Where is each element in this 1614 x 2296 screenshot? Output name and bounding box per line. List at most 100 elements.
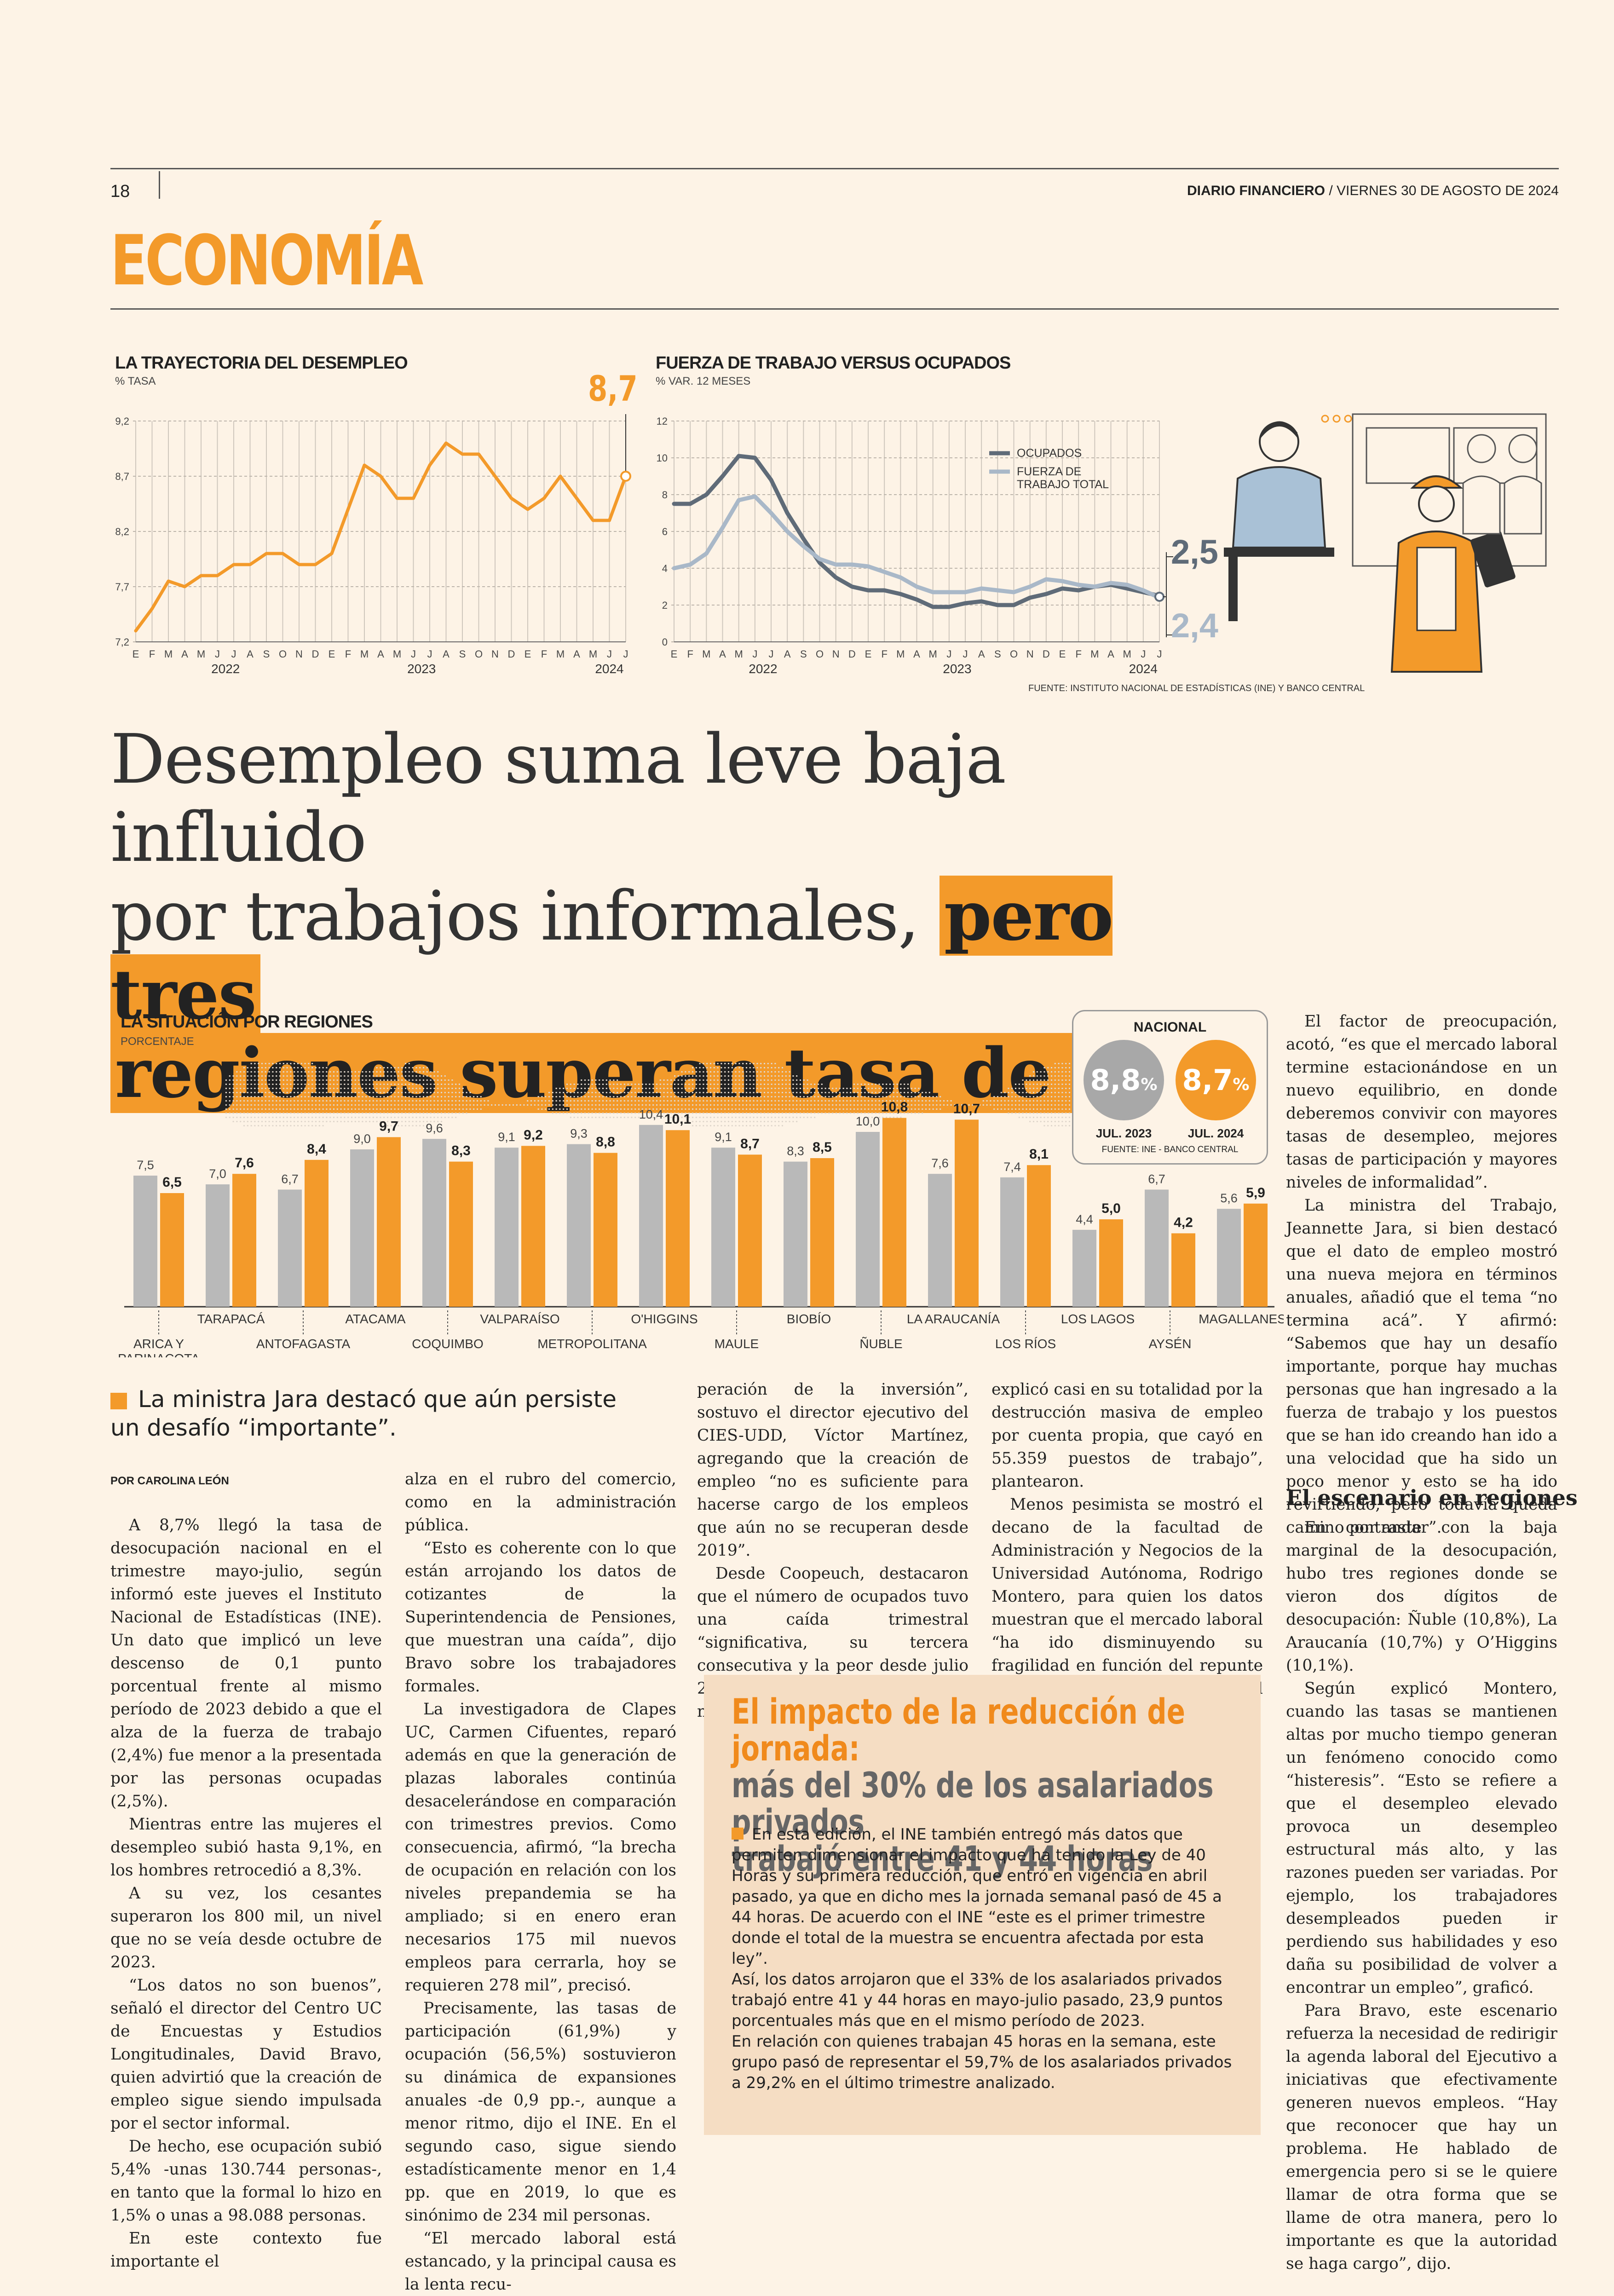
byline: POR CAROLINA LEÓN — [110, 1475, 229, 1487]
x-tick-label: F — [345, 648, 351, 660]
deck-bullet-icon — [110, 1392, 127, 1409]
sidebar-paragraph: En relación con quienes trabajan 45 hora… — [732, 2032, 1232, 2092]
paragraph: En contraste con la baja marginal de la … — [1286, 1518, 1557, 1675]
bar-2023 — [350, 1149, 374, 1307]
x-tick-label: D — [312, 648, 319, 660]
paragraph: Para Bravo, este escenario refuerza la n… — [1286, 2002, 1557, 2273]
x-tick-label: J — [231, 648, 236, 660]
x-tick-label: A — [1107, 648, 1114, 660]
x-tick-label: M — [1123, 648, 1131, 660]
x-tick-label: O — [279, 648, 287, 660]
bar-label-2024: 5,9 — [1246, 1185, 1265, 1200]
x-tick-label: J — [623, 648, 628, 660]
chart1-title: LA TRAYECTORIA DEL DESEMPLEO — [115, 353, 408, 373]
bar-2024 — [232, 1174, 256, 1307]
x-tick-label: N — [491, 648, 499, 660]
bar-label-2024: 10,7 — [953, 1101, 980, 1116]
x-tick-label: E — [329, 648, 335, 660]
regions-subtitle: PORCENTAJE — [121, 1035, 194, 1048]
y-tick-label: 2 — [662, 600, 668, 611]
region-label: MAGALLANES — [1199, 1312, 1284, 1326]
end-bracket — [1163, 552, 1173, 637]
x-tick-label: M — [197, 648, 205, 660]
bar-2023 — [856, 1132, 880, 1307]
sidebar-box-subtitle-1: más del 30% de los asalariados privados — [732, 1765, 1214, 1842]
bar-label-2024: 8,1 — [1029, 1147, 1049, 1162]
year-label: 2023 — [407, 662, 436, 676]
region-label: TARAPACÁ — [197, 1312, 265, 1326]
chart2-source: FUENTE: INSTITUTO NACIONAL DE ESTADÍSTIC… — [1028, 683, 1365, 693]
bar-2023 — [928, 1174, 952, 1307]
paragraph: A 8,7% llegó la tasa de desocupación nac… — [110, 1516, 382, 1811]
regions-title: LA SITUACIÓN POR REGIONES — [121, 1012, 373, 1032]
end-label-ocupados: 2,5 — [1171, 533, 1218, 571]
y-tick-label: 10 — [657, 452, 668, 464]
x-tick-label: S — [263, 648, 270, 660]
bar-label-2024: 4,2 — [1174, 1215, 1193, 1230]
region-label: LOS LAGOS — [1061, 1312, 1135, 1326]
bar-2024 — [810, 1158, 834, 1307]
bar-2023 — [278, 1189, 302, 1307]
sidebar-paragraph: Así, los datos arrojaron que el 33% de l… — [732, 1970, 1223, 2030]
region-label: ANTOFAGASTA — [256, 1337, 351, 1351]
x-tick-label: A — [377, 648, 384, 660]
bar-2024 — [1244, 1203, 1268, 1307]
bar-2023 — [1000, 1177, 1024, 1307]
paragraph: Precisamente, las tasas de participación… — [405, 1999, 676, 2225]
x-tick-label: M — [929, 648, 937, 660]
headline-line-2a: por trabajos informales, — [110, 877, 940, 956]
x-tick-label: O — [1010, 648, 1018, 660]
headline: Desempleo suma leve baja influido por tr… — [110, 720, 1261, 1113]
y-tick-label: 8 — [662, 489, 668, 501]
article-column-3: peración de la inversión”, sostuvo el di… — [697, 1378, 968, 1723]
subhead-regions: El escenario en regiones — [1286, 1485, 1578, 1510]
headline-highlight-2: regiones superan tasa de 10% — [110, 1033, 1235, 1113]
bar-label-2024: 10,8 — [881, 1100, 908, 1115]
series-line — [672, 494, 1162, 600]
region-label: COQUIMBO — [412, 1337, 484, 1351]
x-tick-label: J — [1157, 648, 1162, 660]
x-tick-label: D — [1043, 648, 1050, 660]
sidebar-bullet-icon — [732, 1828, 744, 1840]
sidebar-box-title: El impacto de la reducción de jornada: m… — [732, 1693, 1241, 1877]
x-tick-label: O — [475, 648, 483, 660]
region-label: LOS RÍOS — [995, 1337, 1056, 1351]
chart2-subtitle: % VAR. 12 MESES — [656, 375, 751, 387]
x-tick-label: A — [247, 648, 254, 660]
bar-label-2024: 8,8 — [596, 1135, 615, 1150]
bar-2024 — [449, 1161, 473, 1307]
bar-label-2024: 8,7 — [740, 1136, 760, 1151]
article-column-2: alza en el rubro del comercio, como en l… — [405, 1468, 676, 2296]
x-tick-label: F — [687, 648, 693, 660]
nacional-panel: NACIONAL 8,8% 8,7% JUL. 2023 JUL. 2024 F… — [1072, 1010, 1268, 1165]
year-label: 2022 — [749, 662, 777, 676]
x-tick-label: A — [719, 648, 726, 660]
bar-label-2023: 5,6 — [1220, 1191, 1238, 1205]
bar-label-2024: 10,1 — [664, 1112, 691, 1127]
year-label: 2023 — [943, 662, 971, 676]
bar-label-2023: 9,3 — [570, 1127, 588, 1141]
x-tick-label: M — [896, 648, 905, 660]
sidebar-paragraph: En esta edición, el INE también entregó … — [732, 1825, 1222, 1968]
publication-line: DIARIO FINANCIERO / VIERNES 30 DE AGOSTO… — [1187, 183, 1559, 199]
x-tick-label: J — [752, 648, 757, 660]
region-label: LA ARAUCANÍA — [907, 1312, 1000, 1326]
bar-label-2024: 5,0 — [1101, 1201, 1121, 1216]
sidebar-box-title-line: El impacto de la reducción de jornada: — [732, 1691, 1185, 1769]
bar-2023 — [567, 1144, 591, 1307]
x-tick-label: E — [525, 648, 531, 660]
paragraph: El factor de preocupación, acotó, “es qu… — [1286, 1012, 1557, 1192]
section-title: ECONOMÍA — [110, 221, 423, 301]
bar-2023 — [784, 1161, 807, 1307]
bar-2024 — [666, 1130, 690, 1307]
article-column-5-bottom: En contraste con la baja marginal de la … — [1286, 1516, 1557, 2275]
paragraph: De hecho, ese ocupación subió 5,4% -unas… — [110, 2137, 382, 2225]
x-tick-label: A — [784, 648, 791, 660]
top-rule — [110, 168, 1559, 169]
headline-line-1: Desempleo suma leve baja influido — [110, 720, 1006, 877]
nacional-value-2024: 8,7 — [1182, 1063, 1233, 1097]
bar-2024 — [1171, 1233, 1195, 1307]
paragraph: La investigadora de Clapes UC, Carmen Ci… — [405, 1700, 676, 1995]
x-tick-label: A — [443, 648, 450, 660]
